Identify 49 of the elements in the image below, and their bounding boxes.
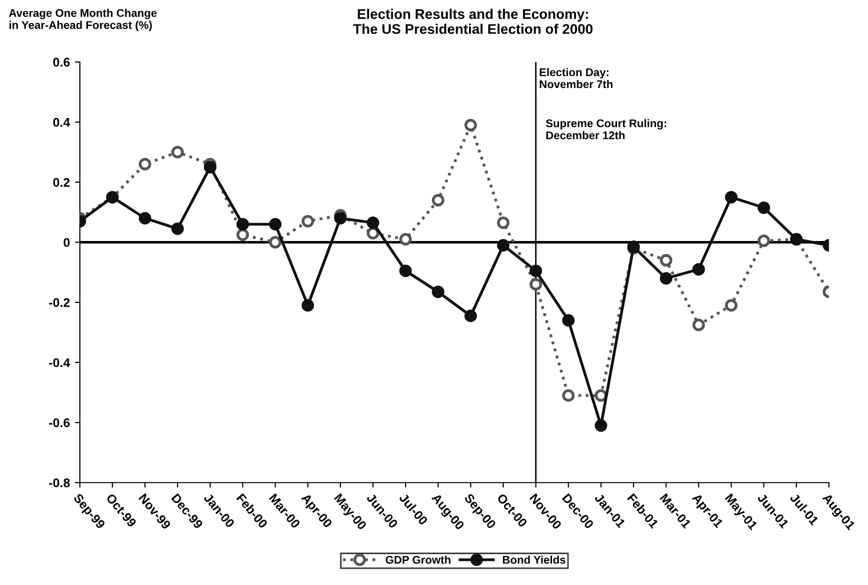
chart-title: Election Results and the Economy: The US Presidential Election of 2000 — [353, 8, 593, 34]
annotation: Supreme Court Ruling: December 12th — [546, 119, 666, 140]
point — [692, 318, 705, 332]
point — [236, 218, 249, 230]
point — [724, 299, 738, 312]
point — [530, 278, 542, 291]
ref-line-label: Election Day: November 7th — [540, 68, 612, 88]
point — [302, 299, 314, 312]
y-tick-label: 0.4 — [53, 118, 70, 127]
legend-label: GDP Growth — [386, 556, 450, 564]
y-tick-label: 0.2 — [53, 178, 70, 187]
point — [138, 158, 152, 170]
y-tick-label: 0.6 — [53, 58, 70, 67]
point — [171, 222, 184, 236]
point — [399, 233, 412, 246]
point — [366, 216, 380, 229]
point — [692, 263, 705, 276]
point — [269, 236, 282, 249]
point — [660, 254, 672, 267]
y-axis-title: Average One Month Change in Year-Ahead Forecast (%) — [8, 8, 157, 32]
point — [724, 190, 738, 204]
y-tick-label: -0.2 — [49, 298, 70, 308]
point — [432, 194, 444, 206]
point — [464, 118, 477, 132]
point — [758, 234, 770, 248]
point — [530, 264, 542, 278]
point — [464, 310, 477, 322]
point — [497, 239, 510, 252]
point — [138, 212, 152, 224]
point — [302, 214, 314, 228]
point — [334, 212, 347, 224]
point — [758, 201, 770, 214]
point — [269, 218, 282, 230]
point — [236, 228, 249, 242]
point — [204, 160, 216, 174]
point — [171, 146, 184, 158]
point — [497, 216, 510, 229]
point — [432, 286, 444, 298]
point — [562, 314, 575, 327]
y-tick-label: -0.6 — [49, 418, 70, 428]
point — [594, 419, 608, 432]
point — [562, 389, 575, 402]
point — [399, 264, 412, 278]
y-tick-label: -0.4 — [49, 358, 70, 368]
y-tick-label: -0.8 — [49, 478, 70, 488]
point — [594, 389, 608, 402]
y-tick-label: 0 — [64, 238, 70, 247]
legend-label: Bond Yields — [502, 556, 566, 564]
point — [660, 272, 672, 285]
